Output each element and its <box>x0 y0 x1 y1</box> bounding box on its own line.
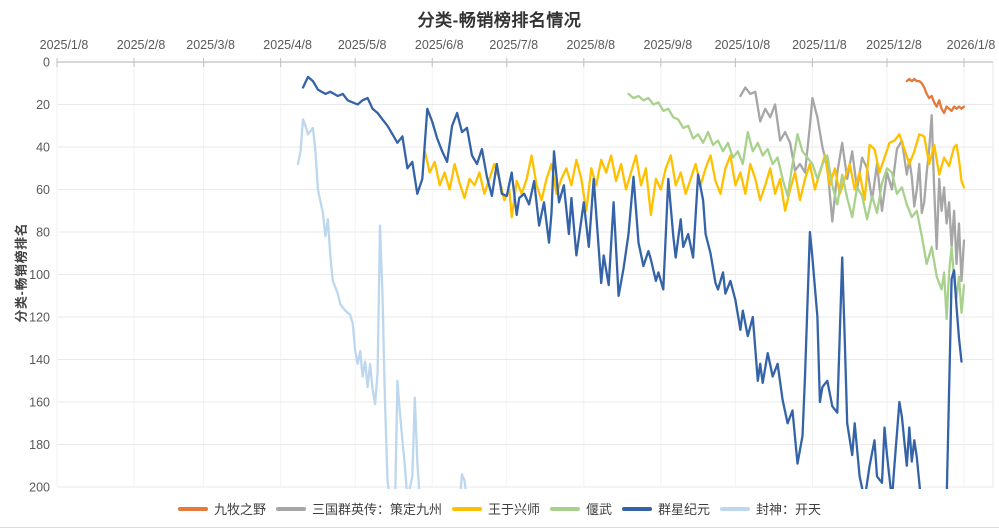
y-tick-label: 60 <box>36 183 50 197</box>
legend-label-5: 封神：开天 <box>756 502 822 517</box>
y-tick-label: 0 <box>43 55 50 69</box>
legend-item-2: 王于兴师 <box>451 499 540 518</box>
series-line-3 <box>627 92 966 321</box>
legend-item-1: 三国群英传：策定九州 <box>275 499 442 518</box>
legend-label-0: 九牧之野 <box>213 502 266 517</box>
x-tick-label: 2025/3/8 <box>186 38 235 52</box>
x-tick-label: 2025/2/8 <box>117 38 166 52</box>
legend-swatch-4 <box>622 506 653 511</box>
x-tick-label: 2025/8/8 <box>566 38 615 52</box>
y-tick-label: 180 <box>29 438 50 452</box>
y-tick-label: 120 <box>29 310 50 324</box>
series-line-5 <box>296 118 467 489</box>
y-tick-label: 80 <box>36 225 50 239</box>
series-line-4 <box>301 75 963 489</box>
x-tick-label: 2025/10/8 <box>715 38 771 52</box>
x-tick-label: 2025/1/8 <box>40 38 89 52</box>
legend: 九牧之野 三国群英传：策定九州 王于兴师 偃武 群星纪元 封神：开天 <box>0 499 999 518</box>
bottom-divider <box>0 527 999 528</box>
legend-item-3: 偃武 <box>550 499 612 518</box>
legend-swatch-5 <box>720 506 751 511</box>
legend-label-4: 群星纪元 <box>658 502 711 517</box>
legend-swatch-2 <box>451 506 482 511</box>
legend-item-0: 九牧之野 <box>177 499 266 518</box>
legend-label-2: 王于兴师 <box>487 502 540 517</box>
x-axis-labels: 2025/1/8 2025/2/8 2025/3/8 2025/4/8 2025/5/8… <box>40 38 996 52</box>
y-gridlines <box>57 104 993 488</box>
legend-label-1: 三国群英传：策定九州 <box>311 502 442 517</box>
series-line-1 <box>739 86 966 283</box>
legend-swatch-3 <box>550 506 580 511</box>
x-tick-label: 2025/9/8 <box>644 38 693 52</box>
x-tick-label: 2026/1/8 <box>947 38 996 52</box>
x-tick-label: 2025/4/8 <box>263 38 312 52</box>
x-tick-marks <box>56 58 965 67</box>
legend-swatch-1 <box>275 506 306 511</box>
legend-label-3: 偃武 <box>586 502 613 517</box>
y-tick-label: 20 <box>36 98 50 112</box>
y-tick-label: 140 <box>29 353 50 367</box>
y-axis-labels: 0 20 40 60 80 100 120 140 160 180 200 <box>29 55 50 494</box>
x-tick-label: 2025/12/8 <box>866 38 922 52</box>
series-line-0 <box>905 77 966 115</box>
chart-title: 分类-畅销榜排名情况 <box>417 11 582 30</box>
y-tick-label: 160 <box>29 395 50 409</box>
y-tick-label: 40 <box>36 140 50 154</box>
legend-item-4: 群星纪元 <box>622 499 710 518</box>
y-tick-label: 200 <box>29 480 50 494</box>
x-tick-label: 2025/5/8 <box>338 38 387 52</box>
legend-item-5: 封神：开天 <box>720 499 821 518</box>
legend-swatch-0 <box>177 506 208 511</box>
x-tick-label: 2025/6/8 <box>415 38 464 52</box>
y-tick-label: 100 <box>29 268 50 282</box>
x-tick-label: 2025/7/8 <box>489 38 538 52</box>
x-tick-label: 2025/11/8 <box>792 38 847 52</box>
